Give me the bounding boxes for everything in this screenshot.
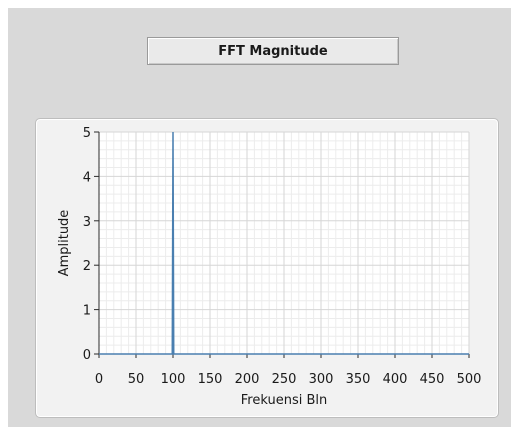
y-axis-label: Amplitude xyxy=(57,210,72,277)
x-tick-label: 100 xyxy=(161,372,186,387)
graph-title: FFT Magnitude xyxy=(147,37,399,65)
y-tick-label: 0 xyxy=(83,348,91,363)
y-tick-label: 4 xyxy=(83,170,91,185)
x-tick-label: 300 xyxy=(309,372,334,387)
x-tick-label: 500 xyxy=(457,372,482,387)
x-tick-label: 450 xyxy=(420,372,445,387)
x-tick-label: 350 xyxy=(346,372,371,387)
x-tick-label: 150 xyxy=(198,372,223,387)
y-tick-label: 1 xyxy=(83,304,91,319)
series-group xyxy=(99,131,469,355)
x-tick-label: 0 xyxy=(95,372,103,387)
minor-grid xyxy=(99,132,469,354)
y-tick-label: 3 xyxy=(83,215,91,230)
x-axis-label: Frekuensi Bln xyxy=(241,393,327,408)
x-tick-label: 400 xyxy=(383,372,408,387)
series-line xyxy=(99,131,469,355)
x-tick-label: 250 xyxy=(272,372,297,387)
x-tick-label: 50 xyxy=(128,372,145,387)
y-tick-label: 2 xyxy=(83,259,91,274)
y-ticks: 0 1 2 3 4 5 xyxy=(83,126,99,363)
y-tick-label: 5 xyxy=(83,126,91,141)
x-tick-label: 200 xyxy=(235,372,260,387)
x-ticks: 0 50 100 150 200 250 300 350 400 450 500 xyxy=(95,354,482,387)
